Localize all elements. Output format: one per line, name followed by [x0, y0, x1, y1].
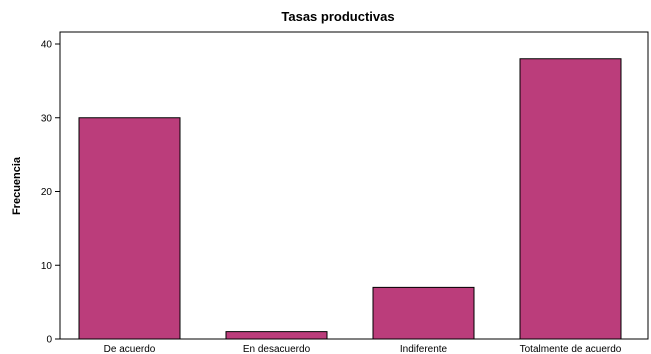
bar-4 — [519, 58, 622, 340]
y-tick-label: 40 — [41, 40, 53, 51]
y-tick-label: 10 — [41, 261, 53, 272]
y-tick-label: 30 — [41, 113, 53, 124]
y-tick-label: 0 — [46, 335, 52, 346]
bars — [78, 58, 622, 340]
bar-2 — [225, 331, 328, 340]
y-tick-label: 20 — [41, 187, 53, 198]
x-category-label: En desacuerdo — [243, 344, 311, 354]
x-category-label: Indiferente — [400, 344, 448, 354]
x-category-label: De acuerdo — [104, 344, 156, 354]
bar-3 — [372, 286, 475, 340]
bar-1 — [78, 117, 181, 340]
plot-frame — [59, 31, 649, 340]
x-category-label: Totalmente de acuerdo — [520, 344, 622, 354]
y-axis-label: Frecuencia — [11, 156, 23, 215]
y-axis: 0 10 20 30 40 — [41, 40, 60, 346]
x-axis: De acuerdo En desacuerdo Indiferente Totalm… — [104, 344, 622, 354]
chart-title: Tasas productivas — [281, 9, 394, 24]
